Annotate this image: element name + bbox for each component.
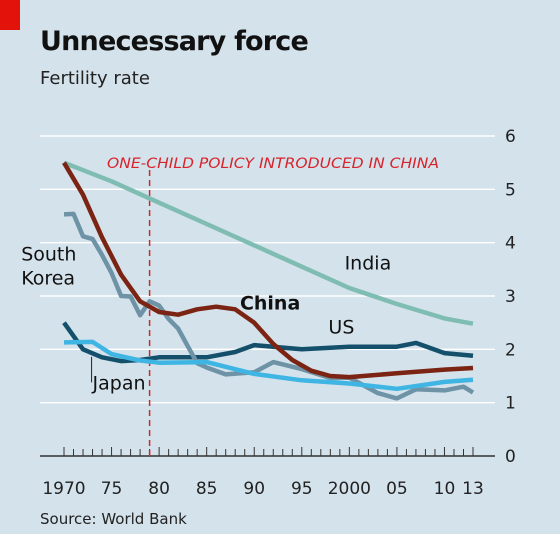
brand-red-tag [0,0,20,30]
series-line-us [62,321,474,364]
series-line-india [63,160,474,326]
x-tick-label: 75 [101,479,123,499]
y-tick-label: 5 [505,180,516,200]
japan-label: Japan [92,372,146,394]
y-tick-label: 6 [505,127,516,147]
x-tick-label: 10 [434,479,456,499]
chart-title: Unnecessary force [40,26,309,57]
series-line-japan [63,339,474,392]
x-tick-label: 85 [196,479,218,499]
y-tick-label: 4 [505,234,516,254]
series-line-south-korea [63,211,475,401]
x-tick-label: 80 [148,479,170,499]
x-tick-label: 95 [291,479,313,499]
y-tick-label: 0 [505,447,516,467]
series-line-china [62,161,474,380]
x-tick-label: 2000 [328,479,371,499]
chart-subtitle: Fertility rate [40,68,150,89]
x-tick-label: 05 [386,479,408,499]
one-child-policy-label: ONE-CHILD POLICY INTRODUCED IN CHINA [107,156,439,172]
y-tick-label: 3 [505,287,516,307]
south-korea-label-2: Korea [21,267,75,289]
x-tick-label: 13 [462,479,484,499]
china-label: China [240,292,300,314]
south-korea-label-1: South [21,243,76,265]
y-tick-label: 2 [505,340,516,360]
x-tick-label: 1970 [42,479,85,499]
us-label: US [328,316,354,338]
x-tick-label: 90 [243,479,265,499]
source-note: Source: World Bank [40,510,187,528]
india-label: India [345,252,392,274]
y-tick-label: 1 [505,394,516,414]
